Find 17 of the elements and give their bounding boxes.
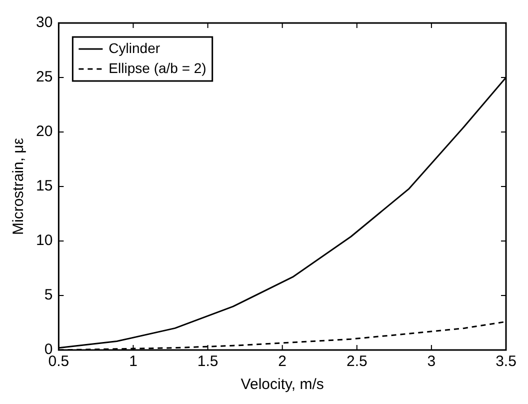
x-tick-label: 3 <box>427 353 436 370</box>
x-tick-label: 2.5 <box>346 353 368 370</box>
y-tick-label: 10 <box>36 232 53 250</box>
y-tick-label: 25 <box>36 68 53 86</box>
y-tick-label: 5 <box>44 286 53 304</box>
legend-label: Ellipse (a/b = 2) <box>108 60 206 76</box>
x-tick-label: 0.5 <box>48 353 70 370</box>
y-tick-label: 15 <box>36 178 53 195</box>
legend-label: Cylinder <box>108 40 160 56</box>
x-tick-label: 2 <box>278 353 287 370</box>
x-tick-label: 1 <box>129 353 138 370</box>
y-tick-label: 20 <box>36 123 53 140</box>
x-tick-label: 1.5 <box>197 353 218 370</box>
y-tick-label: 30 <box>36 14 53 32</box>
y-axis-title: Microstrain, με <box>10 138 28 236</box>
x-tick-label: 3.5 <box>496 353 516 370</box>
x-axis-title: Velocity, m/s <box>240 376 324 394</box>
